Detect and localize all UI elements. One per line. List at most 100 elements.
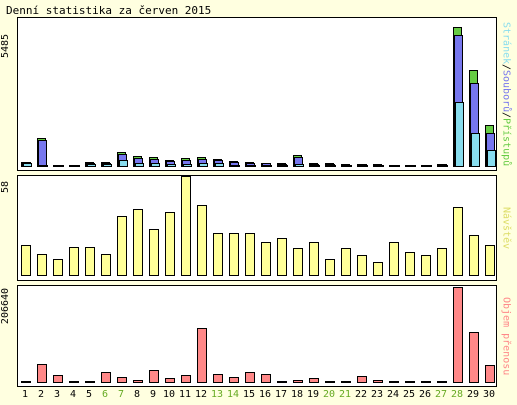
pages-bar [471, 132, 480, 167]
visits-bar [37, 253, 47, 276]
pages-bar [295, 164, 304, 167]
x-tick-label: 6 [101, 389, 109, 400]
volume-bar [21, 381, 31, 383]
x-tick-label: 16 [258, 389, 272, 400]
x-tick-label: 28 [450, 389, 464, 400]
pages-bar [455, 101, 464, 167]
x-tick-label: 2 [37, 389, 45, 400]
volume-bar [229, 376, 239, 383]
visits-bar [53, 258, 63, 276]
x-tick-label: 17 [274, 389, 288, 400]
visits-bar [389, 241, 399, 276]
visits-bar [261, 241, 271, 276]
volume-ymax-label: 206640 [0, 287, 11, 325]
visits-bar [213, 232, 223, 276]
pages-bar [407, 165, 416, 167]
volume-panel [17, 285, 497, 387]
volume-bar [293, 380, 303, 383]
volume-bar [69, 381, 79, 383]
visits-bar [181, 176, 191, 276]
volume-bar [149, 369, 159, 383]
visits-bar [437, 248, 447, 276]
volume-bar [261, 373, 271, 383]
pages-bar [359, 165, 368, 167]
legend-hits: Přístupů [500, 118, 512, 167]
volume-bar [373, 380, 383, 383]
volume-bar [341, 381, 351, 383]
pages-bar [151, 163, 160, 167]
x-tick-label: 19 [306, 389, 320, 400]
visits-bar [325, 258, 335, 276]
x-tick-label: 26 [418, 389, 432, 400]
legend-sep-2: / [500, 112, 512, 119]
pages-bar [167, 163, 176, 167]
pages-bar [343, 165, 352, 167]
x-tick-label: 21 [338, 389, 352, 400]
x-tick-label: 22 [354, 389, 368, 400]
pages-bar [55, 165, 64, 167]
legend-pages: Stránek [500, 21, 512, 64]
pages-bar [231, 164, 240, 167]
x-tick-label: 29 [466, 389, 480, 400]
pages-bar [39, 165, 48, 167]
chart-title: Denní statistika za červen 2015 [6, 4, 212, 17]
x-tick-label: 10 [162, 389, 176, 400]
hits-files-pages-legend: Stránek / Souborů / Přístupů [498, 17, 514, 171]
x-tick-label: 27 [434, 389, 448, 400]
x-tick-label: 14 [226, 389, 240, 400]
pages-bar [423, 165, 432, 167]
x-tick-label: 9 [149, 389, 157, 400]
visits-bar [485, 244, 495, 276]
legend-files: Souborů [500, 69, 512, 113]
visits-legend: Návštěv [500, 206, 512, 250]
x-tick-label: 1 [21, 389, 29, 400]
x-tick-label: 12 [194, 389, 208, 400]
volume-bar [437, 381, 447, 383]
pages-bar [119, 160, 128, 167]
x-tick-label: 25 [402, 389, 416, 400]
visits-bar [197, 205, 207, 276]
pages-bar [311, 165, 320, 167]
volume-bar [117, 377, 127, 383]
volume-bar [325, 381, 335, 383]
volume-bar [85, 381, 95, 383]
pages-bar [263, 164, 272, 167]
visits-panel [17, 175, 497, 281]
pages-bar [215, 163, 224, 167]
visits-bar [165, 212, 175, 276]
visits-bar [101, 253, 111, 276]
volume-bar [389, 381, 399, 383]
x-tick-label: 7 [117, 389, 125, 400]
visits-bar [69, 246, 79, 276]
pages-bar [327, 165, 336, 167]
files-bar [38, 140, 47, 167]
visits-bar [293, 248, 303, 276]
visits-bar [245, 232, 255, 276]
volume-bar [101, 371, 111, 383]
volume-bar [453, 287, 463, 383]
pages-bar [439, 165, 448, 167]
pages-bar [87, 164, 96, 167]
visits-bar [309, 241, 319, 276]
volume-bar [213, 373, 223, 383]
pages-bar [103, 164, 112, 167]
pages-bar [71, 165, 80, 167]
visits-bar [405, 251, 415, 276]
volume-bar [37, 363, 47, 383]
visits-bar [149, 229, 159, 276]
x-tick-label: 11 [178, 389, 192, 400]
pages-bar [279, 165, 288, 167]
x-tick-label: 24 [386, 389, 400, 400]
visits-bar [229, 232, 239, 276]
volume-bar [421, 381, 431, 383]
x-tick-label: 30 [482, 389, 496, 400]
visits-ymax-label: 58 [0, 180, 11, 194]
volume-bar [485, 365, 495, 383]
volume-bar [197, 328, 207, 383]
pages-bar [375, 165, 384, 167]
pages-bar [487, 149, 496, 167]
volume-bar [181, 374, 191, 383]
x-tick-label: 15 [242, 389, 256, 400]
x-tick-label: 23 [370, 389, 384, 400]
volume-bar [133, 379, 143, 383]
